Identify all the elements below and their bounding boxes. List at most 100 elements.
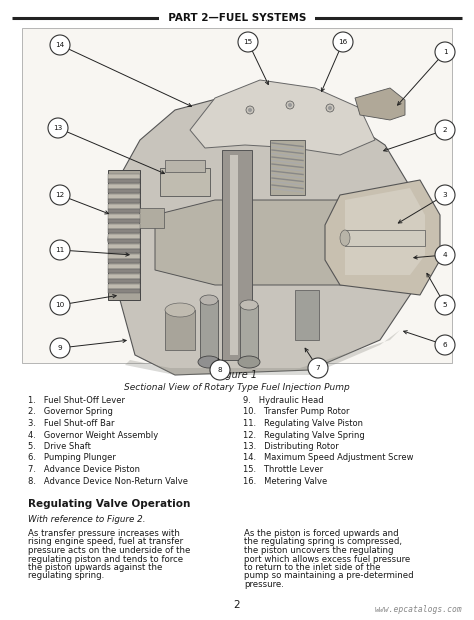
Bar xyxy=(230,155,238,355)
Text: As the piston is forced upwards and: As the piston is forced upwards and xyxy=(244,529,399,538)
Polygon shape xyxy=(345,188,425,275)
Ellipse shape xyxy=(238,356,260,368)
Text: With reference to Figure 2.: With reference to Figure 2. xyxy=(28,515,146,524)
Bar xyxy=(165,310,195,350)
Text: pressure.: pressure. xyxy=(244,580,284,589)
Circle shape xyxy=(435,120,455,140)
Bar xyxy=(108,229,140,233)
Polygon shape xyxy=(325,180,440,295)
Text: 15: 15 xyxy=(243,39,253,45)
Text: 3: 3 xyxy=(443,192,447,198)
Bar xyxy=(108,209,140,213)
Circle shape xyxy=(308,358,328,378)
Text: 7.   Advance Device Piston: 7. Advance Device Piston xyxy=(28,465,140,474)
Text: 14: 14 xyxy=(55,42,64,48)
Bar xyxy=(108,194,140,199)
Text: 13: 13 xyxy=(54,125,63,131)
Text: 2: 2 xyxy=(443,127,447,133)
Bar xyxy=(108,244,140,249)
Bar xyxy=(108,284,140,289)
Ellipse shape xyxy=(198,356,220,368)
Bar xyxy=(108,289,140,293)
Circle shape xyxy=(50,338,70,358)
Text: 9: 9 xyxy=(58,345,62,351)
Text: 8: 8 xyxy=(218,367,222,373)
Bar xyxy=(108,204,140,209)
Text: 5.   Drive Shaft: 5. Drive Shaft xyxy=(28,442,91,451)
Text: 16: 16 xyxy=(338,39,347,45)
Ellipse shape xyxy=(200,295,218,305)
Text: rising engine speed, fuel at transfer: rising engine speed, fuel at transfer xyxy=(28,538,183,546)
Bar xyxy=(108,264,140,269)
Circle shape xyxy=(328,106,332,110)
Bar xyxy=(240,305,258,360)
Text: 3.   Fuel Shut-off Bar: 3. Fuel Shut-off Bar xyxy=(28,419,115,428)
Circle shape xyxy=(248,108,252,112)
Circle shape xyxy=(326,104,334,112)
Bar xyxy=(108,214,140,219)
Bar xyxy=(108,219,140,223)
Text: 1.   Fuel Shut-Off Lever: 1. Fuel Shut-Off Lever xyxy=(28,396,125,405)
Bar xyxy=(108,189,140,193)
Bar xyxy=(108,179,140,183)
Text: 6.   Pumping Plunger: 6. Pumping Plunger xyxy=(28,453,116,463)
Bar xyxy=(222,150,252,360)
Circle shape xyxy=(435,245,455,265)
Circle shape xyxy=(50,295,70,315)
Text: Figure 1: Figure 1 xyxy=(217,370,257,380)
Text: the piston uncovers the regulating: the piston uncovers the regulating xyxy=(244,546,393,555)
Circle shape xyxy=(288,103,292,107)
Circle shape xyxy=(435,335,455,355)
Text: 10.   Transfer Pump Rotor: 10. Transfer Pump Rotor xyxy=(243,407,349,417)
Text: 4.   Governor Weight Assembly: 4. Governor Weight Assembly xyxy=(28,430,158,440)
Text: 7: 7 xyxy=(316,365,320,371)
Text: pump so maintaining a pre-determined: pump so maintaining a pre-determined xyxy=(244,572,414,580)
Bar xyxy=(108,254,140,259)
Polygon shape xyxy=(190,80,375,155)
Circle shape xyxy=(435,295,455,315)
Text: the piston upwards against the: the piston upwards against the xyxy=(28,563,163,572)
Bar xyxy=(108,259,140,263)
Bar xyxy=(165,160,205,172)
Bar xyxy=(108,274,140,279)
Polygon shape xyxy=(108,95,420,375)
Bar xyxy=(108,269,140,273)
Text: Sectional View of Rotary Type Fuel Injection Pump: Sectional View of Rotary Type Fuel Injec… xyxy=(124,383,350,392)
Text: pressure acts on the underside of the: pressure acts on the underside of the xyxy=(28,546,191,555)
Bar xyxy=(108,174,140,179)
Text: 2: 2 xyxy=(234,600,240,610)
Ellipse shape xyxy=(165,303,195,317)
Bar xyxy=(270,140,305,195)
Bar xyxy=(345,230,425,246)
Text: 15.   Throttle Lever: 15. Throttle Lever xyxy=(243,465,323,474)
Text: the regulating spring is compressed,: the regulating spring is compressed, xyxy=(244,538,402,546)
Circle shape xyxy=(238,32,258,52)
Text: 6: 6 xyxy=(443,342,447,348)
Bar xyxy=(108,234,140,239)
Circle shape xyxy=(50,185,70,205)
Text: 12.   Regulating Valve Spring: 12. Regulating Valve Spring xyxy=(243,430,365,440)
Text: PART 2—FUEL SYSTEMS: PART 2—FUEL SYSTEMS xyxy=(161,13,313,23)
Text: 1: 1 xyxy=(443,49,447,55)
Text: 16.   Metering Valve: 16. Metering Valve xyxy=(243,477,327,485)
Text: Regulating Valve Operation: Regulating Valve Operation xyxy=(28,499,191,509)
Bar xyxy=(108,170,140,300)
Text: 12: 12 xyxy=(55,192,64,198)
Text: www.epcatalogs.com: www.epcatalogs.com xyxy=(374,605,462,614)
Circle shape xyxy=(435,42,455,62)
Circle shape xyxy=(435,185,455,205)
Text: 4: 4 xyxy=(443,252,447,258)
Circle shape xyxy=(333,32,353,52)
Text: 13.   Distributing Rotor: 13. Distributing Rotor xyxy=(243,442,339,451)
Bar xyxy=(139,208,164,228)
Bar xyxy=(108,239,140,243)
Bar xyxy=(108,199,140,203)
Circle shape xyxy=(246,106,254,114)
Polygon shape xyxy=(355,88,405,120)
Text: 11: 11 xyxy=(55,247,64,253)
Circle shape xyxy=(210,360,230,380)
Text: 9.   Hydraulic Head: 9. Hydraulic Head xyxy=(243,396,324,405)
Bar xyxy=(108,224,140,229)
Text: regulating piston and tends to force: regulating piston and tends to force xyxy=(28,554,183,564)
Text: 2.   Governor Spring: 2. Governor Spring xyxy=(28,407,113,417)
